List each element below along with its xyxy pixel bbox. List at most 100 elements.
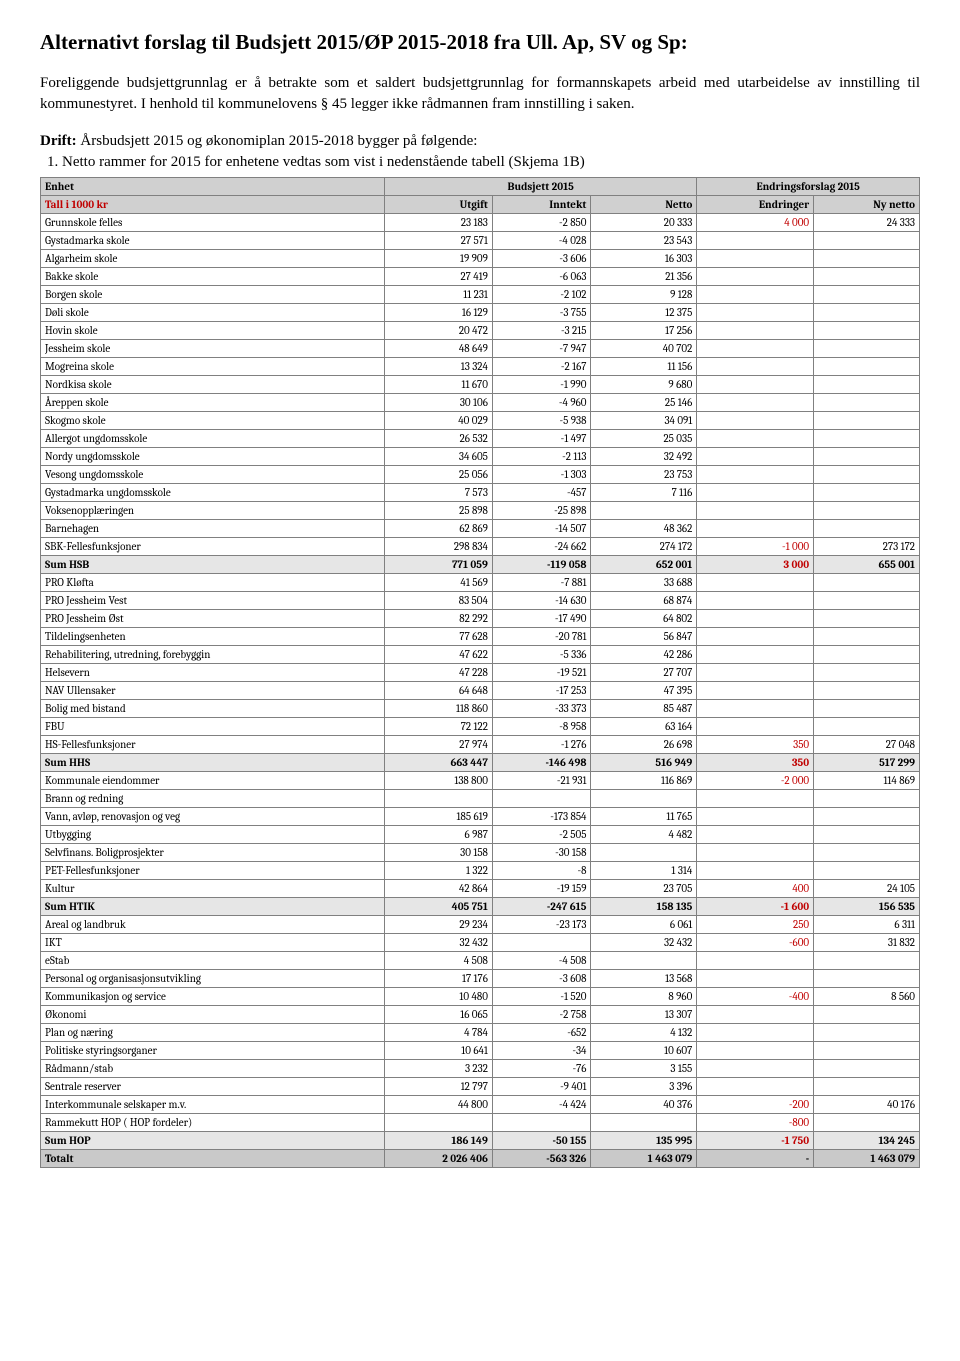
cell: Selvfinans. Boligprosjekter	[41, 844, 385, 862]
cell: 134 245	[814, 1132, 920, 1150]
cell: -19 159	[492, 880, 591, 898]
table-row: Nordy ungdomsskole34 605-2 11332 492	[41, 448, 920, 466]
cell: Mogreina skole	[41, 358, 385, 376]
cell: 26 698	[591, 736, 697, 754]
cell	[697, 952, 814, 970]
cell: -	[697, 1150, 814, 1168]
cell: 40 376	[591, 1096, 697, 1114]
cell	[697, 862, 814, 880]
table-row: IKT32 43232 432-60031 832	[41, 934, 920, 952]
cell: -8	[492, 862, 591, 880]
cell	[814, 682, 920, 700]
cell: 33 688	[591, 574, 697, 592]
cell: -2 850	[492, 214, 591, 232]
table-row: Åreppen skole30 106-4 96025 146	[41, 394, 920, 412]
cell: -5 938	[492, 412, 591, 430]
table-row: HS-Fellesfunksjoner27 974-1 27626 698350…	[41, 736, 920, 754]
cell: -800	[697, 1114, 814, 1132]
cell: -4 508	[492, 952, 591, 970]
cell: -200	[697, 1096, 814, 1114]
cell: 27 571	[385, 232, 493, 250]
cell	[697, 844, 814, 862]
cell: 6 987	[385, 826, 493, 844]
cell	[814, 592, 920, 610]
drift-text: Årsbudsjett 2015 og økonomiplan 2015-201…	[77, 133, 478, 149]
table-row: Personal og organisasjonsutvikling17 176…	[41, 970, 920, 988]
cell	[814, 844, 920, 862]
table-row: Helsevern47 228-19 52127 707	[41, 664, 920, 682]
cell	[697, 628, 814, 646]
cell	[697, 484, 814, 502]
cell: 3 155	[591, 1060, 697, 1078]
cell: -14 630	[492, 592, 591, 610]
table-row: Hovin skole20 472-3 21517 256	[41, 322, 920, 340]
table-row: Utbygging6 987-2 5054 482	[41, 826, 920, 844]
cell: -600	[697, 934, 814, 952]
cell: Vann, avløp, renovasjon og veg	[41, 808, 385, 826]
table-row: Bolig med bistand118 860-33 37385 487	[41, 700, 920, 718]
cell	[591, 1114, 697, 1132]
cell: -1 303	[492, 466, 591, 484]
cell	[814, 970, 920, 988]
cell: -1 990	[492, 376, 591, 394]
cell: 135 995	[591, 1132, 697, 1150]
cell: Kommunale eiendommer	[41, 772, 385, 790]
cell	[814, 502, 920, 520]
cell: 273 172	[814, 538, 920, 556]
table-row: Rådmann/stab3 232-763 155	[41, 1060, 920, 1078]
cell: PRO Jessheim Øst	[41, 610, 385, 628]
cell: 10 480	[385, 988, 493, 1006]
cell: 2 026 406	[385, 1150, 493, 1168]
cell	[591, 952, 697, 970]
cell: Rådmann/stab	[41, 1060, 385, 1078]
cell: 30 106	[385, 394, 493, 412]
cell: 771 059	[385, 556, 493, 574]
cell: -1 276	[492, 736, 591, 754]
cell: -19 521	[492, 664, 591, 682]
cell	[814, 826, 920, 844]
cell: 4 784	[385, 1024, 493, 1042]
cell: -20 781	[492, 628, 591, 646]
cell: Hovin skole	[41, 322, 385, 340]
cell	[697, 232, 814, 250]
cell	[697, 448, 814, 466]
cell: 517 299	[814, 754, 920, 772]
cell	[814, 646, 920, 664]
cell: Økonomi	[41, 1006, 385, 1024]
table-row: Selvfinans. Boligprosjekter30 158-30 158	[41, 844, 920, 862]
table-row: Plan og næring4 784-6524 132	[41, 1024, 920, 1042]
cell	[591, 502, 697, 520]
cell	[697, 1024, 814, 1042]
table-row: Kommunikasjon og service10 480-1 5208 96…	[41, 988, 920, 1006]
table-row: Borgen skole11 231-2 1029 128	[41, 286, 920, 304]
cell: 27 419	[385, 268, 493, 286]
cell: 1 463 079	[814, 1150, 920, 1168]
cell: FBU	[41, 718, 385, 736]
table-row: Rehabilitering, utredning, forebyggin47 …	[41, 646, 920, 664]
cell: Sum HTIK	[41, 898, 385, 916]
cell: -14 507	[492, 520, 591, 538]
cell: 11 670	[385, 376, 493, 394]
cell: 20 333	[591, 214, 697, 232]
cell: Barnehagen	[41, 520, 385, 538]
cell	[814, 430, 920, 448]
cell: 23 543	[591, 232, 697, 250]
table-row: Kultur42 864-19 15923 70540024 105	[41, 880, 920, 898]
cell	[697, 646, 814, 664]
cell	[697, 412, 814, 430]
cell: 44 800	[385, 1096, 493, 1114]
cell	[814, 1078, 920, 1096]
cell: PET-Fellesfunksjoner	[41, 862, 385, 880]
cell: -3 755	[492, 304, 591, 322]
table-row: Nordkisa skole11 670-1 9909 680	[41, 376, 920, 394]
cell: 47 395	[591, 682, 697, 700]
cell: Vesong ungdomsskole	[41, 466, 385, 484]
cell: -24 662	[492, 538, 591, 556]
cell: Interkommunale selskaper m.v.	[41, 1096, 385, 1114]
cell: 23 705	[591, 880, 697, 898]
cell: 82 292	[385, 610, 493, 628]
cell: 68 874	[591, 592, 697, 610]
cell: 6 061	[591, 916, 697, 934]
cell: 30 158	[385, 844, 493, 862]
cell: Grunnskole felles	[41, 214, 385, 232]
